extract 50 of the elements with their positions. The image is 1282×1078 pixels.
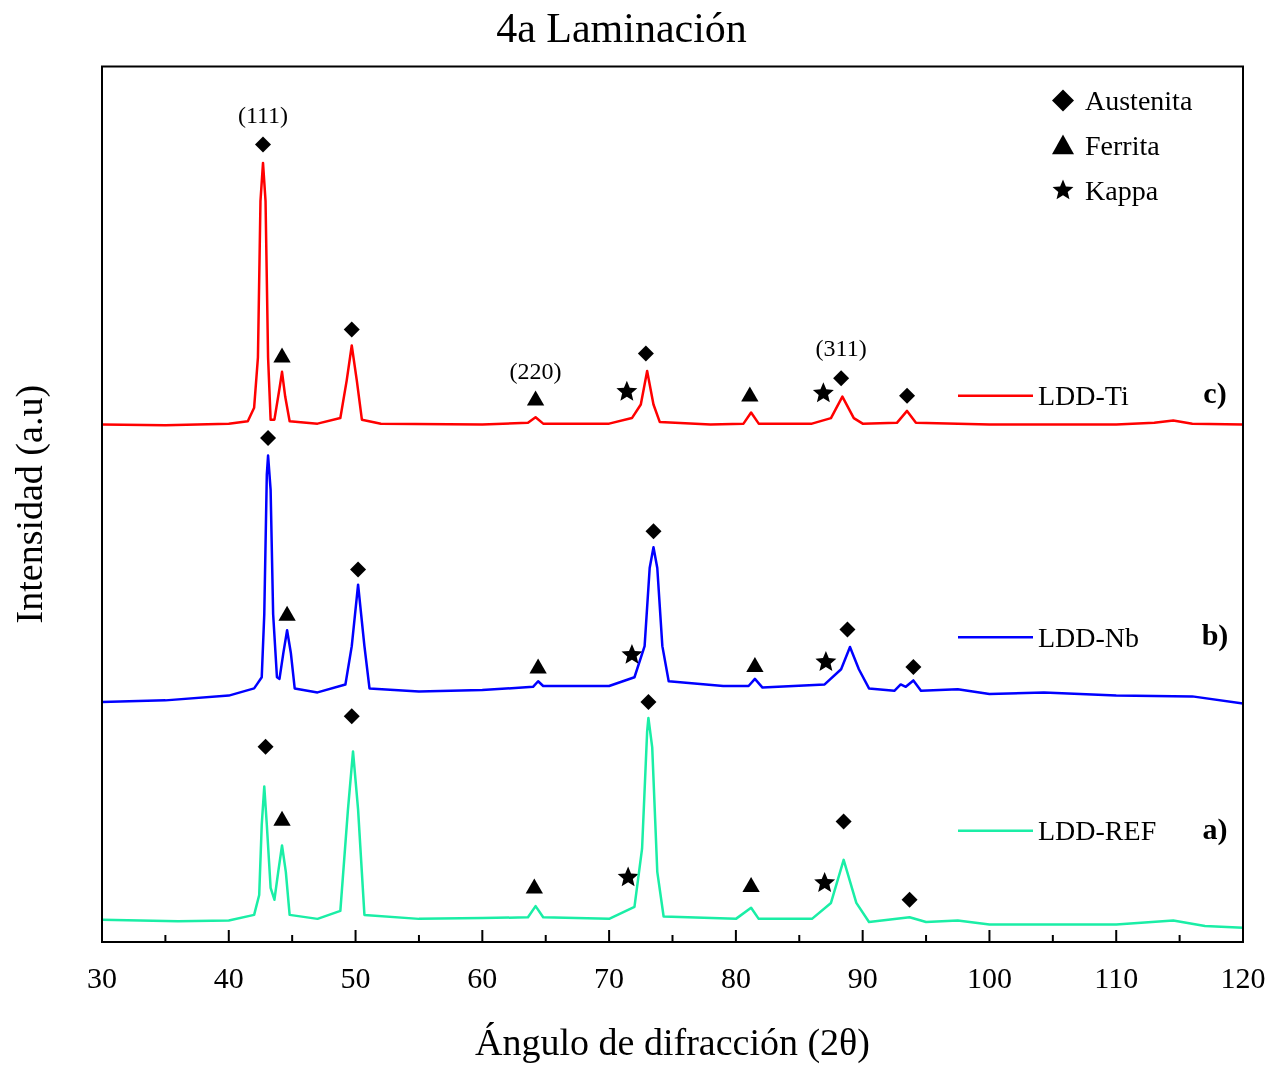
x-tick-label: 60	[467, 960, 498, 994]
point	[525, 878, 543, 894]
annotation: (311)	[815, 335, 867, 362]
point	[742, 876, 760, 892]
point	[645, 523, 662, 540]
x-tick-label: 70	[594, 960, 625, 994]
point	[255, 136, 272, 153]
legend-label: LDD-Ti	[1038, 379, 1129, 411]
annotation: (220)	[509, 357, 562, 384]
point	[835, 813, 852, 830]
point	[815, 651, 837, 671]
annotation: b)	[1201, 618, 1229, 653]
point	[260, 430, 277, 447]
point	[617, 866, 639, 887]
point	[350, 561, 367, 578]
point	[905, 658, 922, 675]
x-tick-label: 40	[213, 960, 244, 994]
point	[616, 380, 638, 401]
legend-label: Ferrita	[1085, 129, 1161, 161]
annotation: a)	[1202, 811, 1228, 846]
legend-label: LDD-Nb	[1038, 621, 1140, 653]
legend-label: Kappa	[1085, 174, 1159, 206]
point	[899, 387, 916, 404]
x-tick-label: 120	[1220, 960, 1266, 994]
point	[812, 382, 834, 403]
x-tick-label: 80	[720, 960, 751, 994]
x-tick-label: 50	[340, 960, 371, 994]
point	[257, 738, 274, 755]
x-tick-label: 110	[1094, 960, 1139, 994]
point	[529, 658, 547, 674]
x-tick-label: 100	[966, 960, 1012, 994]
point	[273, 810, 291, 826]
annotation: c)	[1203, 376, 1227, 411]
point	[343, 708, 360, 725]
legend-label: LDD-REF	[1038, 815, 1157, 847]
point	[901, 891, 918, 908]
chart-title: 4a Laminación	[496, 5, 747, 52]
point	[637, 345, 654, 362]
point	[839, 621, 856, 638]
x-tick-label: 90	[847, 960, 878, 994]
annotation: (111)	[237, 101, 289, 128]
legend-label: Austenita	[1085, 84, 1193, 116]
x-axis-title: Ángulo de difracción (2θ)	[475, 1021, 870, 1065]
point	[833, 370, 850, 387]
point	[814, 871, 836, 892]
point	[343, 321, 360, 338]
point	[621, 643, 643, 664]
y-axis-title: Intensidad (a.u)	[7, 384, 51, 624]
point	[640, 693, 657, 710]
x-tick-label: 30	[87, 960, 117, 994]
